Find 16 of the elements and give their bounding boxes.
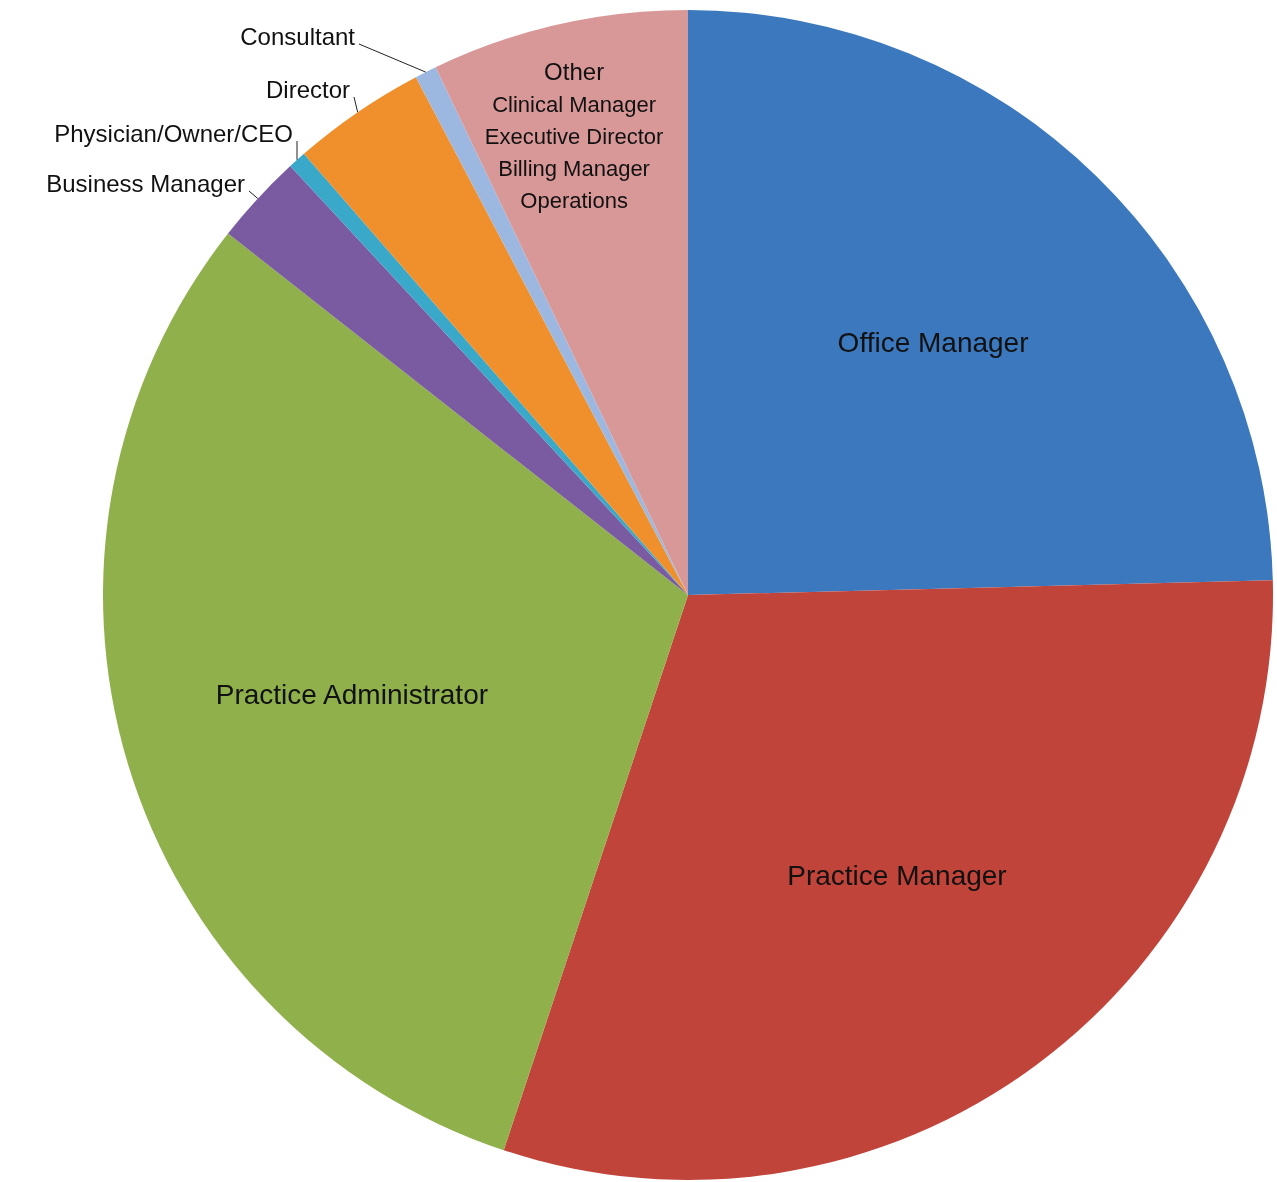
slice-label: Other	[544, 57, 605, 85]
pie-slice	[688, 10, 1273, 595]
slice-label: Practice Administrator	[215, 679, 489, 711]
slice-label: Consultant	[240, 23, 356, 50]
text: Executive Director	[484, 123, 664, 149]
text: Billing Manager	[498, 155, 650, 181]
slice-label: Office Manager	[837, 326, 1029, 358]
pie-slice	[435, 10, 688, 595]
slice-label: Physician/Owner/CEO	[54, 120, 293, 147]
pie-slice	[103, 233, 688, 1151]
slice-label: Business Manager	[46, 170, 245, 197]
slice-label: Practice Manager	[787, 860, 1007, 892]
text: Clinical Manager	[492, 91, 657, 117]
slice-label: Director	[265, 76, 350, 103]
pie-slice	[503, 580, 1273, 1179]
text: Operations	[520, 187, 628, 213]
